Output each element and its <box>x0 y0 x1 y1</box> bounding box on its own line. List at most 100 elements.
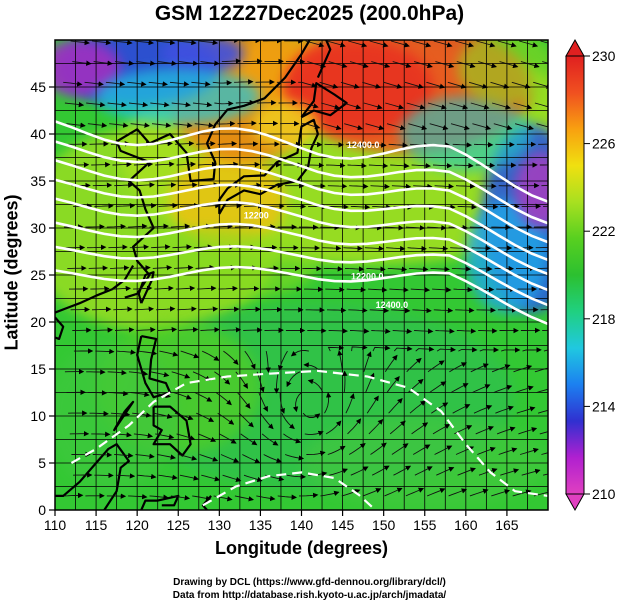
streamline <box>450 123 470 131</box>
streamline <box>479 347 499 353</box>
streamline <box>170 223 191 229</box>
streamline <box>219 161 239 168</box>
streamline <box>369 40 389 48</box>
streamline <box>299 102 319 109</box>
streamline <box>234 79 254 85</box>
height-contour-dashed <box>70 369 548 497</box>
streamline <box>87 244 107 251</box>
streamline <box>243 474 263 483</box>
streamline <box>386 123 406 131</box>
streamline <box>174 412 194 421</box>
streamline <box>449 102 469 110</box>
streamline <box>109 390 129 397</box>
streamline <box>221 327 242 333</box>
streamline <box>412 307 432 314</box>
streamline <box>302 412 321 419</box>
streamline <box>362 81 382 89</box>
streamline <box>192 101 213 108</box>
streamline <box>278 350 288 371</box>
streamline <box>326 307 347 313</box>
streamline <box>389 420 406 435</box>
streamline <box>471 245 491 251</box>
temperature-blob <box>457 40 548 106</box>
streamline <box>388 142 408 148</box>
colorbar-tick-label: 230 <box>592 48 616 64</box>
streamline <box>542 473 548 476</box>
streamline <box>92 182 113 188</box>
contour-label: 12200 <box>244 211 269 221</box>
streamline <box>435 61 455 69</box>
streamline <box>408 123 428 131</box>
streamline <box>500 468 520 476</box>
height-contours <box>55 120 548 510</box>
streamline <box>136 327 156 333</box>
streamline <box>194 392 213 402</box>
streamline <box>456 328 477 334</box>
streamline <box>237 120 257 126</box>
streamline <box>173 122 193 128</box>
streamline <box>307 61 327 69</box>
streamline <box>364 245 385 252</box>
streamline <box>455 183 476 189</box>
streamline <box>366 395 379 414</box>
streamline <box>536 388 548 393</box>
streamline <box>513 364 533 373</box>
streamline <box>522 347 542 353</box>
x-tick-label: 120 <box>125 517 149 533</box>
streamline <box>472 123 492 131</box>
streamline <box>366 266 386 272</box>
streamline <box>222 474 242 482</box>
streamline <box>215 392 232 406</box>
streamline <box>337 350 344 372</box>
streamline <box>95 348 115 355</box>
streamline <box>519 40 539 48</box>
streamline <box>455 40 474 48</box>
streamline <box>94 203 114 209</box>
streamline <box>110 265 130 271</box>
streamline <box>391 443 409 455</box>
streamline <box>200 327 220 333</box>
streamline <box>258 392 268 412</box>
streamline <box>237 392 251 409</box>
streamline <box>516 406 536 414</box>
streamline <box>307 378 324 393</box>
streamline <box>347 418 362 435</box>
streamline <box>427 102 447 110</box>
colorbar-body <box>565 55 585 495</box>
streamline <box>85 224 105 230</box>
streamline <box>292 392 302 413</box>
streamline <box>383 81 403 89</box>
streamline <box>201 474 221 482</box>
streamline <box>499 61 519 69</box>
streamline <box>283 433 302 444</box>
streamline <box>514 385 534 393</box>
streamline <box>137 473 157 480</box>
streamline <box>493 384 513 393</box>
streamline <box>200 60 220 66</box>
streamline <box>388 398 403 414</box>
streamline <box>493 123 513 131</box>
streamline <box>392 61 412 69</box>
streamline <box>169 81 190 87</box>
streamline <box>491 489 511 497</box>
streamline <box>429 123 449 131</box>
streamline <box>286 474 306 480</box>
streamline <box>222 203 242 209</box>
streamline <box>512 489 532 497</box>
streamline <box>470 102 490 110</box>
streamline <box>386 245 406 252</box>
colorbar-bottom-triangle <box>565 493 585 512</box>
streamline <box>321 245 342 251</box>
colorbar-ticks: 210 214 218 222 226 230 <box>584 48 616 502</box>
streamline <box>426 81 446 89</box>
streamline <box>433 307 454 314</box>
contour-label: 12400.0 <box>376 300 409 310</box>
temperature-blob <box>515 152 548 228</box>
streamline <box>150 101 170 108</box>
streamline <box>131 265 151 271</box>
streamline <box>448 488 468 497</box>
streamline <box>87 390 108 396</box>
streamline <box>137 350 158 356</box>
height-contour <box>55 120 548 203</box>
streamline <box>134 306 155 312</box>
